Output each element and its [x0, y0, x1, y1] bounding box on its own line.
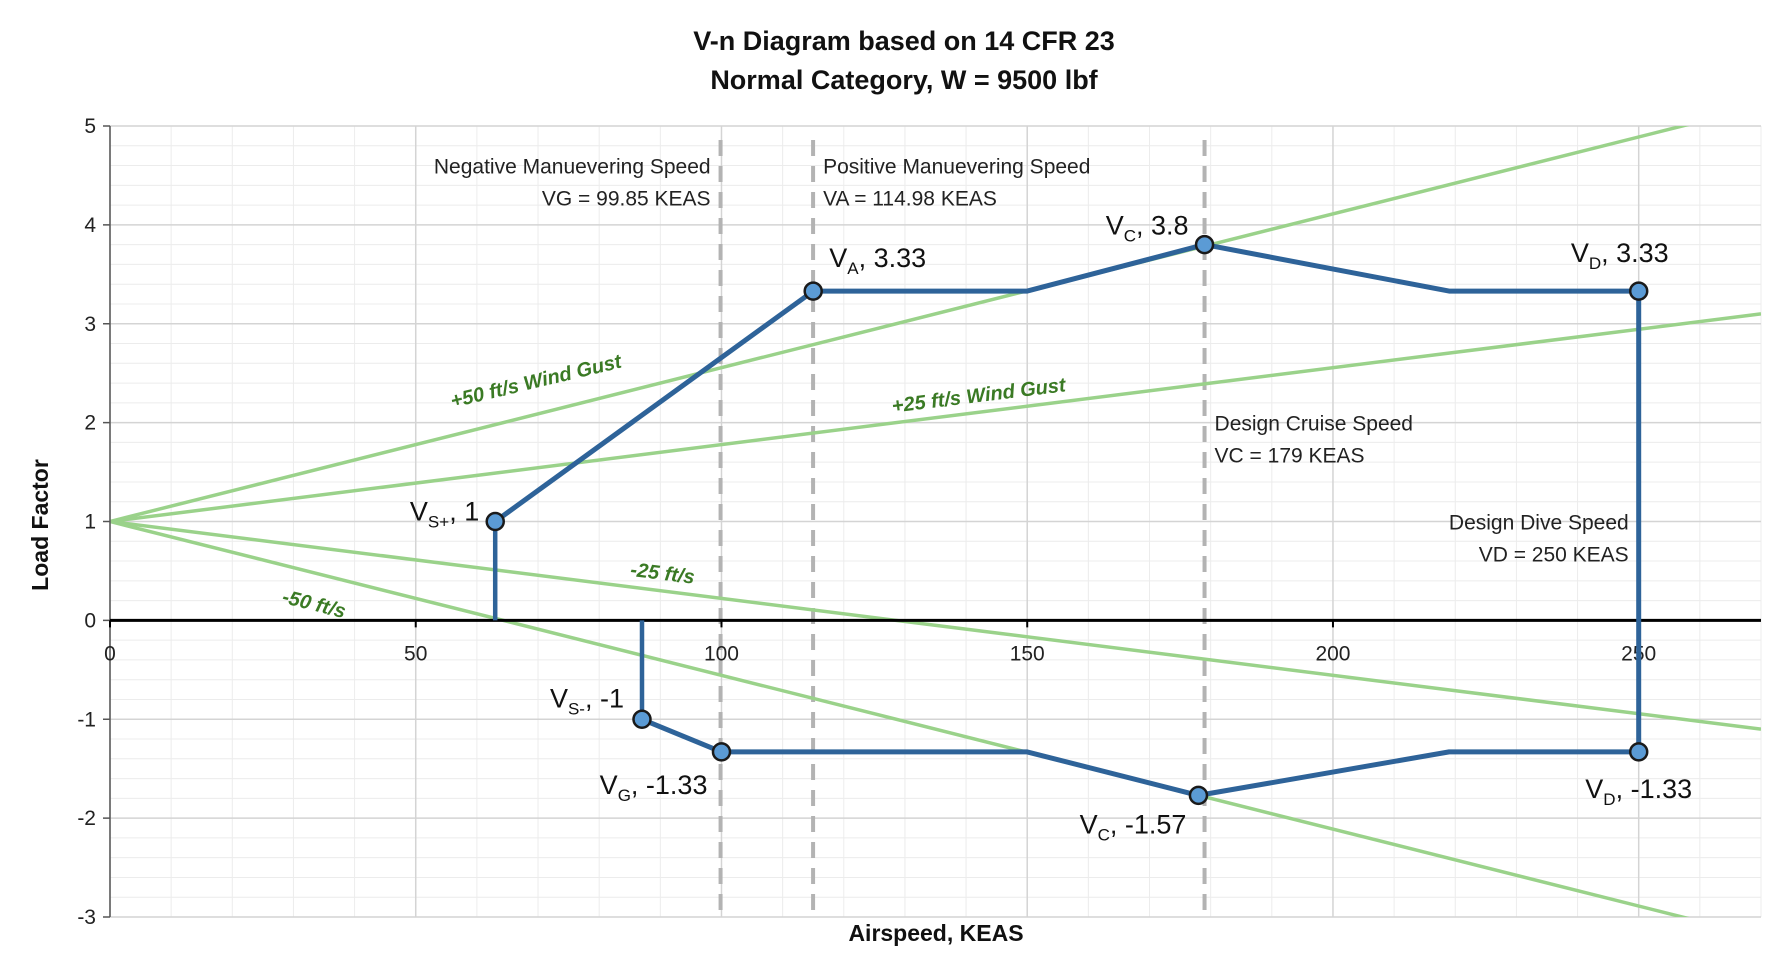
x-tick-label: 0: [104, 642, 116, 665]
x-axis-title: Airspeed, KEAS: [848, 920, 1023, 946]
y-tick-label: -1: [77, 708, 96, 731]
envelope-point-marker: [485, 511, 505, 532]
y-tick-label: -2: [77, 807, 96, 830]
y-tick-label: 4: [84, 214, 96, 237]
speed-annotation-line: Design Dive Speed: [1449, 512, 1629, 535]
y-tick-label: 5: [84, 115, 96, 138]
envelope-point-label: VG, -1.33: [600, 770, 708, 805]
envelope-point-marker: [1628, 742, 1649, 762]
speed-annotation-line: Negative Manuevering Speed: [434, 156, 711, 179]
gust-line: [110, 126, 1690, 524]
gust-line-label: -25 ft/s: [629, 559, 696, 589]
envelope-point-marker: [803, 281, 823, 301]
envelope-point-label: VS-, -1: [550, 683, 624, 718]
x-tick-label: 200: [1315, 642, 1350, 665]
envelope-point-marker: [1194, 234, 1215, 255]
point-labels: VS+, 1 VA, 3.33 VC, 3.8 VD, 3.33 VS-, -1 VG, …: [410, 211, 1692, 845]
envelope-point-label: VC, -1.57: [1080, 809, 1187, 844]
x-tick-label: 150: [1010, 642, 1045, 665]
chart-title-line-2: Normal Category, W = 9500 lbf: [710, 65, 1098, 95]
gust-line: [110, 312, 1761, 524]
y-tick-label: -3: [77, 906, 96, 929]
chart-title-line-1: V-n Diagram based on 14 CFR 23: [693, 26, 1115, 56]
speed-annotations: Negative Manuevering Speed VG = 99.85 KEA…: [434, 156, 1629, 567]
envelope-point-label: VC, 3.8: [1106, 211, 1189, 246]
y-tick-label: 0: [84, 609, 96, 632]
y-axis-title: Load Factor: [27, 459, 53, 591]
speed-annotation-line: VA = 114.98 KEAS: [823, 188, 997, 211]
speed-reference-lines: [718, 140, 1207, 917]
envelope-line: [493, 242, 1642, 752]
envelope-point-marker: [711, 742, 732, 762]
speed-annotation-line: VC = 179 KEAS: [1215, 445, 1365, 468]
envelope-point-label: VD, 3.33: [1571, 238, 1669, 273]
envelope-point-label: VS+, 1: [410, 497, 479, 532]
gust-line: [110, 519, 1761, 731]
gust-line: [110, 519, 1690, 917]
y-tick-label: 3: [84, 313, 96, 336]
envelope-point-label: VA, 3.33: [829, 243, 926, 278]
speed-annotation-line: Design Cruise Speed: [1215, 413, 1413, 436]
y-tick-label: 1: [84, 511, 96, 534]
x-tick-label: 100: [704, 642, 739, 665]
envelope-points: [485, 234, 1649, 806]
envelope-point-marker: [632, 709, 652, 729]
speed-annotation-line: VD = 250 KEAS: [1479, 544, 1629, 567]
envelope-point-marker: [1628, 281, 1649, 301]
gust-line-label: -50 ft/s: [280, 586, 348, 623]
y-tick-label: 2: [84, 412, 96, 435]
speed-annotation-line: VG = 99.85 KEAS: [542, 188, 711, 211]
speed-annotation-line: Positive Manuevering Speed: [823, 156, 1090, 179]
x-tick-label: 50: [404, 642, 427, 665]
envelope-point-marker: [1188, 785, 1209, 806]
envelope-line: [641, 716, 1639, 798]
envelope-point-label: VD, -1.33: [1585, 774, 1692, 809]
gust-lines: [110, 126, 1761, 917]
